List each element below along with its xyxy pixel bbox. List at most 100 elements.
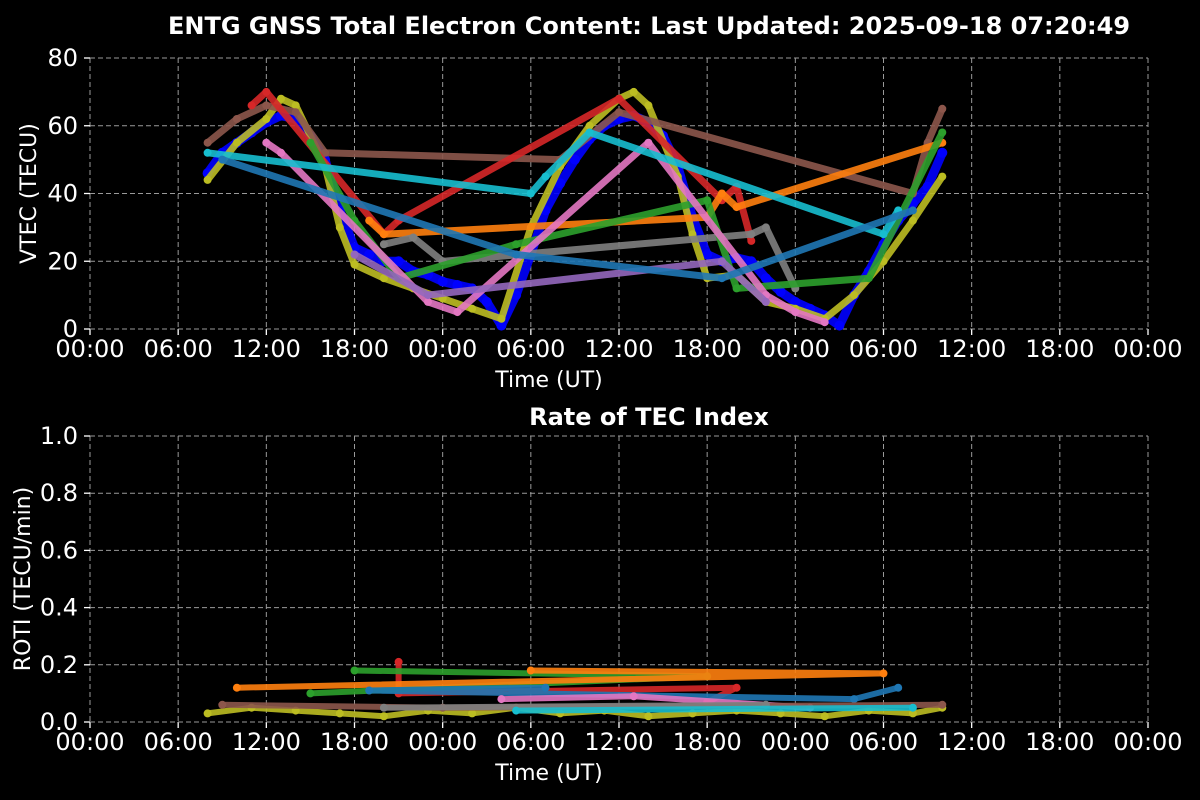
data-point [452, 280, 463, 290]
data-point [775, 286, 786, 297]
y-axis-label: VTEC (TECU) [17, 123, 42, 264]
data-point [379, 712, 388, 721]
x-axis-label: Time (UT) [494, 368, 603, 393]
data-point [394, 657, 403, 666]
data-point [437, 276, 448, 287]
data-point [908, 216, 917, 225]
x-tick-label: 18:00 [1025, 728, 1094, 756]
series-10 [218, 155, 917, 283]
data-point [247, 101, 256, 110]
data-point [350, 260, 359, 269]
data-point [262, 138, 271, 147]
data-point [790, 296, 801, 307]
series-7 [379, 700, 770, 712]
data-point [569, 154, 580, 165]
chart-title: Rate of TEC Index [529, 403, 769, 431]
x-tick-label: 12:00 [937, 728, 1006, 756]
data-point [335, 223, 344, 232]
data-point [864, 274, 873, 283]
x-tick-label: 00:00 [55, 728, 124, 756]
data-point [644, 712, 653, 721]
x-tick-label: 12:00 [232, 728, 301, 756]
data-point [232, 115, 241, 123]
data-point [938, 700, 947, 709]
data-point [615, 94, 623, 103]
data-point [232, 683, 241, 692]
data-point [541, 683, 550, 692]
data-point [379, 703, 388, 712]
data-point [644, 101, 653, 110]
x-tick-label: 00:00 [408, 728, 477, 756]
data-point [453, 308, 462, 317]
series-5 [379, 223, 800, 293]
x-tick-label: 00:00 [761, 728, 830, 756]
y-axis-label: ROTI (TECU/min) [11, 487, 36, 671]
series-trace [380, 701, 769, 711]
data-point [938, 128, 947, 137]
data-point [629, 692, 638, 701]
series-layer [202, 87, 948, 331]
x-tick-label: 00:00 [408, 335, 477, 363]
data-point [218, 700, 227, 709]
data-point [306, 689, 315, 698]
data-point [717, 274, 726, 283]
data-point [277, 148, 285, 157]
data-point [291, 101, 300, 110]
data-point [350, 250, 359, 259]
data-point [277, 94, 285, 103]
data-point [321, 148, 330, 157]
data-point [850, 291, 859, 300]
x-tick-label: 06:00 [849, 335, 918, 363]
data-point [879, 230, 888, 239]
data-point [424, 291, 432, 300]
data-point [717, 257, 726, 266]
data-point [894, 683, 903, 692]
data-point [496, 320, 507, 331]
data-point [629, 87, 638, 96]
data-point [644, 138, 653, 147]
data-point [791, 308, 800, 317]
x-tick-label: 06:00 [496, 335, 565, 363]
series-8 [512, 703, 917, 715]
x-tick-label: 12:00 [937, 335, 1006, 363]
y-tick-label: 80 [47, 44, 78, 72]
data-point [761, 297, 770, 306]
data-point [364, 249, 375, 260]
data-point [512, 240, 521, 249]
data-point [938, 104, 947, 113]
x-tick-label: 18:00 [673, 728, 742, 756]
vtec-panel: ENTG GNSS Total Electron Content: Last U… [17, 12, 1183, 393]
data-point [379, 274, 388, 283]
x-tick-label: 12:00 [232, 335, 301, 363]
data-point [717, 189, 726, 198]
series-trace [204, 129, 902, 238]
data-point [541, 172, 550, 181]
data-point [203, 709, 212, 718]
data-point [306, 138, 315, 147]
data-point [203, 175, 212, 184]
series-9 [350, 250, 770, 306]
data-point [335, 709, 344, 718]
data-point [497, 695, 506, 704]
data-point [820, 712, 829, 721]
data-point [424, 297, 432, 306]
x-tick-label: 12:00 [584, 728, 653, 756]
data-point [468, 709, 477, 718]
series-trace [351, 251, 770, 306]
y-tick-label: 60 [47, 112, 78, 140]
data-point [203, 148, 212, 157]
data-point [512, 250, 521, 259]
series-trace [218, 156, 917, 282]
data-point [379, 230, 388, 239]
y-tick-label: 20 [47, 247, 78, 275]
data-point [481, 296, 492, 307]
x-tick-label: 06:00 [144, 335, 213, 363]
data-point [512, 706, 521, 715]
x-tick-label: 06:00 [496, 728, 565, 756]
data-point [468, 304, 477, 313]
y-tick-label: 0.8 [40, 479, 78, 507]
data-point [379, 240, 388, 249]
data-point [291, 108, 300, 117]
data-point [393, 256, 404, 267]
